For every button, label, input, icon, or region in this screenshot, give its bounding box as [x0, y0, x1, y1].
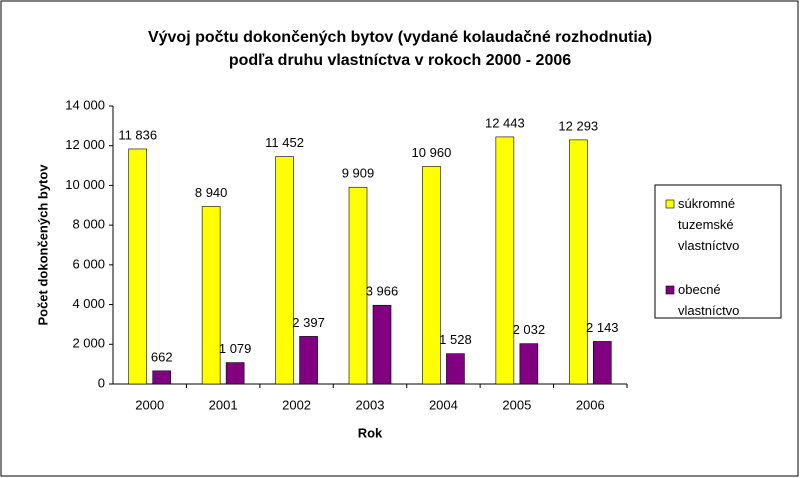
bar: [225, 362, 245, 385]
bar: [519, 343, 539, 385]
x-axis-title: Rok: [358, 425, 383, 440]
bar: [592, 341, 612, 385]
x-tick-label: 2006: [576, 397, 605, 412]
bar: [372, 304, 392, 385]
y-axis-title: Počet dokončených bytov: [35, 164, 50, 326]
x-tick-label: 2000: [135, 397, 164, 412]
legend-box: [654, 184, 782, 319]
value-label: 1 528: [439, 332, 472, 347]
value-label: 8 940: [195, 185, 228, 200]
bar: [152, 370, 172, 385]
legend-swatch: [665, 199, 675, 209]
value-label: 662: [151, 349, 173, 364]
value-label: 11 452: [265, 135, 304, 150]
value-label: 1 079: [219, 341, 252, 356]
bar: [568, 139, 588, 385]
x-tick-label: 2004: [429, 397, 458, 412]
value-label: 2 397: [292, 315, 325, 330]
value-label: 10 960: [412, 145, 452, 160]
bar: [201, 206, 221, 385]
y-tick-label: 10 000: [65, 177, 105, 192]
chart-title: Vývoj počtu dokončených bytov (vydané ko…: [148, 29, 652, 46]
chart-subtitle: podľa druhu vlastníctva v rokoch 2000 - …: [229, 52, 571, 69]
y-tick-label: 6 000: [72, 256, 105, 271]
bar: [348, 186, 368, 385]
legend-entry: súkromné tuzemské vlastníctvo: [678, 196, 740, 253]
value-label: 12 443: [485, 115, 525, 130]
x-tick-label: 2003: [356, 397, 385, 412]
y-tick-label: 12 000: [65, 137, 105, 152]
bar: [299, 336, 318, 385]
legend-label: súkromné tuzemské vlastníctvo: [678, 196, 740, 253]
legend-label: obecné vlastníctvo: [678, 282, 740, 318]
legend-swatch: [665, 285, 675, 295]
value-label: 2 032: [513, 322, 546, 337]
x-tick-label: 2005: [502, 397, 531, 412]
x-tick-label: 2002: [282, 397, 311, 412]
value-label: 9 909: [342, 166, 375, 181]
bar: [446, 353, 465, 385]
y-tick-label: 4 000: [72, 296, 105, 311]
bar: [275, 156, 294, 385]
y-tick-label: 0: [98, 375, 105, 390]
y-tick-label: 8 000: [72, 217, 105, 232]
value-label: 2 143: [586, 320, 619, 335]
y-tick-label: 2 000: [72, 336, 105, 351]
y-tick-label: 14 000: [65, 97, 105, 112]
value-label: 3 966: [366, 284, 399, 299]
value-label: 12 293: [558, 118, 598, 133]
legend-entry: obecné vlastníctvo: [678, 282, 740, 318]
bar: [128, 148, 148, 385]
value-label: 11 836: [118, 127, 157, 142]
x-tick-label: 2001: [209, 397, 238, 412]
bar: [495, 136, 515, 385]
bar: [422, 166, 441, 385]
